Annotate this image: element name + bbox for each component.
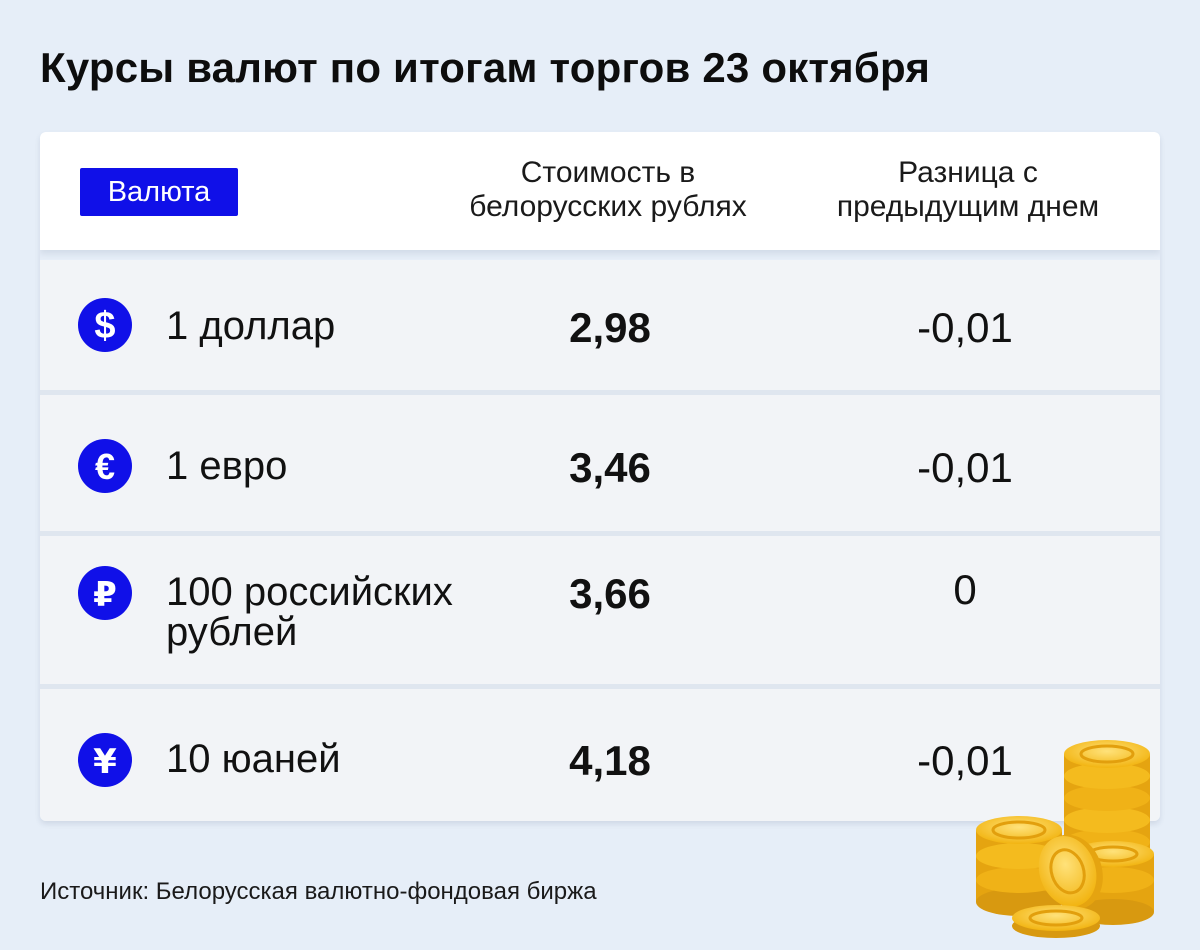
coin-stack-illustration bbox=[976, 740, 1154, 938]
dollar-icon: $ bbox=[78, 298, 132, 352]
table-row-euro: € 1 евро 3,46 -0,01 bbox=[40, 390, 1160, 531]
rate-diff: -0,01 bbox=[917, 444, 1013, 491]
diff-header-line2: предыдущим днем bbox=[836, 190, 1100, 223]
currency-column-badge: Валюта bbox=[80, 168, 238, 216]
currency-name: 1 доллар bbox=[166, 304, 336, 348]
diff-column-header: Разница с предыдущим днем bbox=[798, 156, 1138, 224]
rate-value: 4,18 bbox=[569, 737, 651, 784]
currency-name: 1 евро bbox=[166, 444, 288, 488]
svg-text:¥: ¥ bbox=[93, 742, 117, 782]
table-header: Валюта Стоимость в белорусских рублях Ра… bbox=[40, 132, 1160, 250]
rate-value: 3,66 bbox=[569, 570, 651, 617]
svg-text:€: € bbox=[95, 446, 115, 487]
table-row-ruble: ₽ 100 российских рублей 3,66 0 bbox=[40, 531, 1160, 684]
page-title: Курсы валют по итогам торгов 23 октября bbox=[40, 44, 931, 91]
rate-value: 2,98 bbox=[569, 304, 651, 351]
diff-header-line1: Разница с bbox=[898, 156, 1038, 189]
cost-column-header: Стоимость в белорусских рублях bbox=[428, 156, 788, 224]
source-note: Источник: Белорусская валютно-фондовая б… bbox=[40, 878, 597, 905]
rate-diff: -0,01 bbox=[917, 304, 1013, 351]
euro-icon: € bbox=[78, 439, 132, 493]
rate-diff: -0,01 bbox=[917, 737, 1013, 784]
table-row-yuan: ¥ 10 юаней 4,18 -0,01 bbox=[40, 684, 1160, 821]
yuan-icon: ¥ bbox=[78, 733, 132, 787]
svg-text:₽: ₽ bbox=[93, 575, 117, 615]
table-row-dollar: $ 1 доллар 2,98 -0,01 bbox=[40, 260, 1160, 390]
currency-name: 10 юаней bbox=[166, 737, 341, 781]
currency-name: 100 российских рублей bbox=[166, 570, 453, 654]
svg-text:$: $ bbox=[94, 305, 115, 347]
rate-diff: 0 bbox=[953, 566, 977, 613]
cost-header-line2: белорусских рублях bbox=[469, 190, 747, 223]
rate-value: 3,46 bbox=[569, 444, 651, 491]
cost-header-line1: Стоимость в bbox=[520, 156, 696, 189]
ruble-icon: ₽ bbox=[78, 566, 132, 620]
rates-table: Валюта Стоимость в белорусских рублях Ра… bbox=[40, 132, 1160, 821]
